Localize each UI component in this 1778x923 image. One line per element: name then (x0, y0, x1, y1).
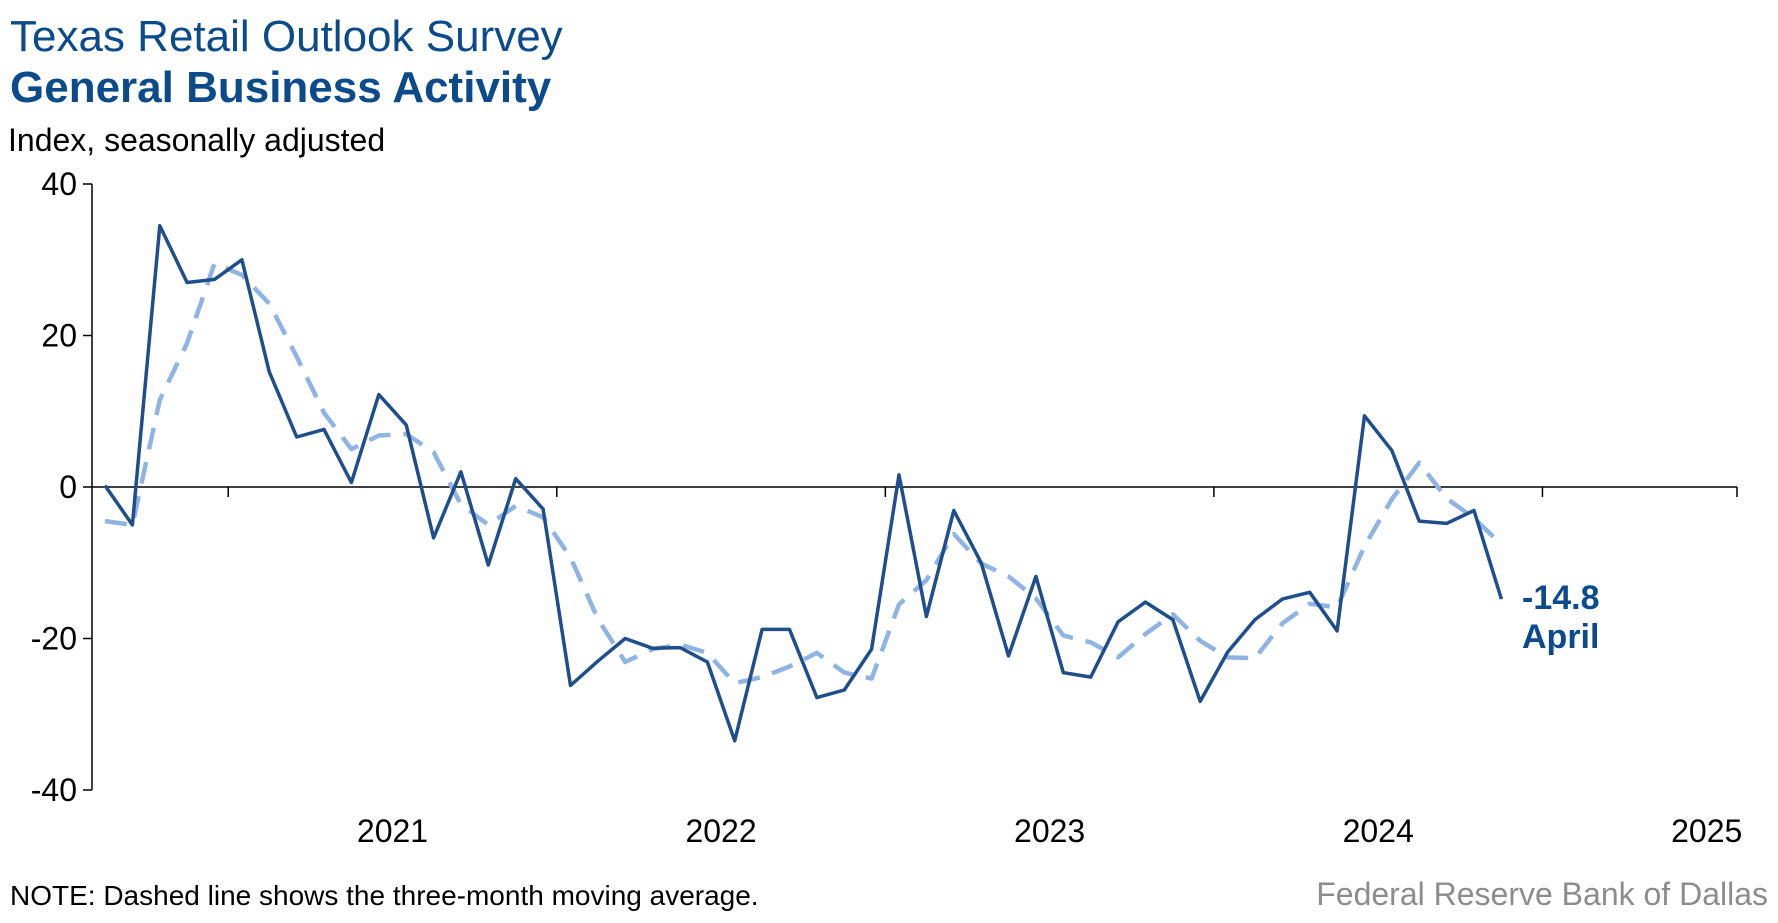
footnote: NOTE: Dashed line shows the three-month … (10, 880, 759, 911)
axes: 40 20 0 -20 -40 2021 2022 2023 2024 2025 (31, 166, 1743, 849)
y-tick-label: 0 (59, 469, 77, 505)
series-layer (103, 223, 1504, 743)
x-tick-label: 2025 (1671, 813, 1742, 849)
x-tick-label: 2021 (357, 813, 428, 849)
y-tick-label: -20 (31, 621, 77, 657)
y-tick-label: -40 (31, 772, 77, 808)
end-value-label: -14.8 (1522, 579, 1600, 617)
x-tick-label: 2023 (1014, 813, 1085, 849)
y-axis-unit-label: Index, seasonally adjusted (8, 122, 386, 158)
y-tick-label: 40 (41, 166, 77, 202)
moving-average-line (104, 261, 1503, 686)
index-line (103, 223, 1504, 743)
end-month-label: April (1522, 618, 1599, 656)
x-tick-label: 2024 (1343, 813, 1414, 849)
chart-title: Texas Retail Outlook Survey (10, 12, 563, 61)
y-tick-label: 20 (41, 318, 77, 354)
source-credit: Federal Reserve Bank of Dallas (1316, 876, 1768, 912)
chart-subtitle: General Business Activity (10, 63, 552, 112)
x-tick-label: 2022 (685, 813, 756, 849)
